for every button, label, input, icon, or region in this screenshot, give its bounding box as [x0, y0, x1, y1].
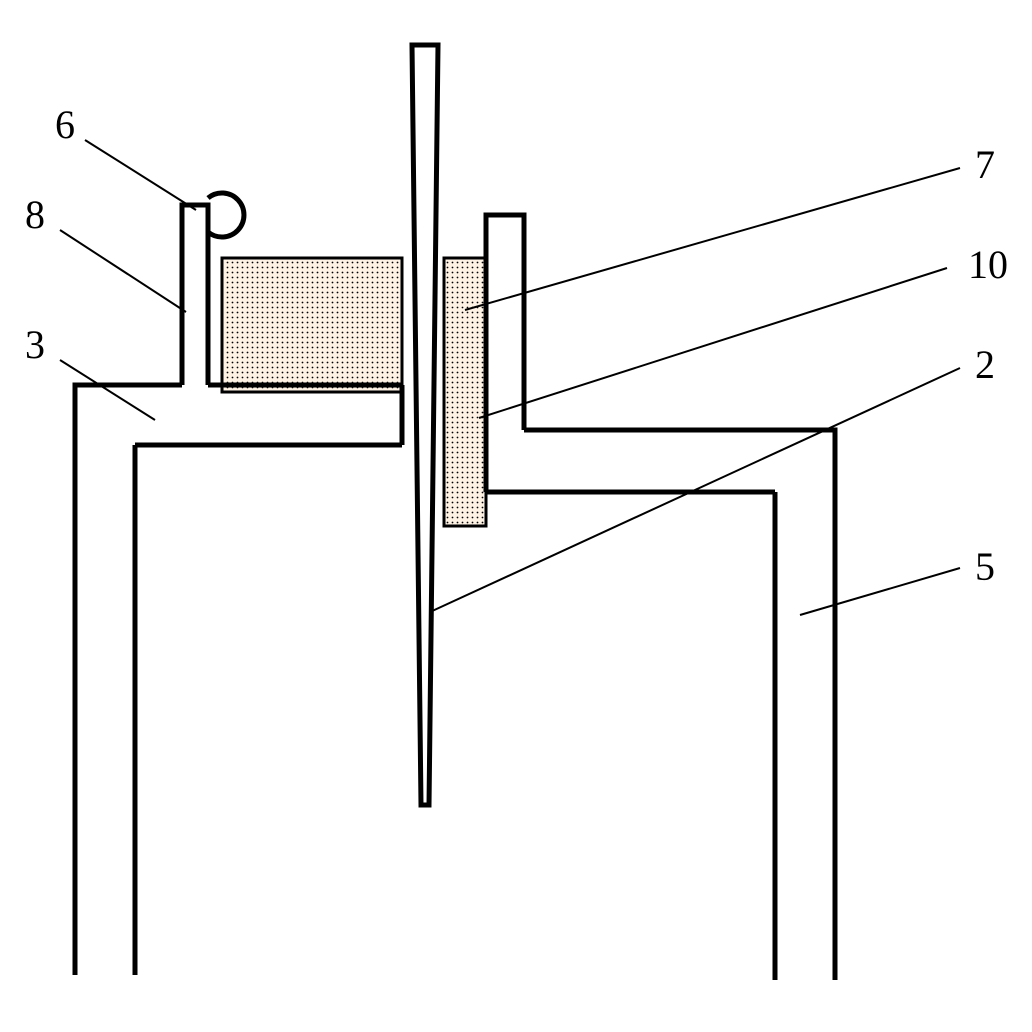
label-l8: 8	[25, 192, 45, 237]
label-l3: 3	[25, 322, 45, 367]
label-l6: 6	[55, 102, 75, 147]
leader-l6	[85, 140, 196, 210]
bushing-left	[222, 258, 402, 392]
leader-l8	[60, 230, 186, 312]
diagram-svg: 68 3 7 10 2 5	[0, 0, 1032, 1032]
inner-tab	[182, 205, 208, 385]
leader-l7	[465, 168, 960, 310]
leader-l10	[479, 268, 947, 418]
bump	[208, 193, 244, 237]
label-l5: 5	[975, 544, 995, 589]
bushing-right	[444, 258, 486, 526]
label-l10: 10	[968, 242, 1008, 287]
label-l7: 7	[975, 142, 995, 187]
outer-tab	[486, 215, 524, 430]
leader-l5	[800, 568, 960, 615]
inner-outline-a	[75, 385, 182, 975]
diagram-container: 68 3 7 10 2 5	[0, 0, 1032, 1032]
blade	[412, 45, 438, 805]
outer-outline-a	[524, 430, 835, 980]
label-l2: 2	[975, 342, 995, 387]
